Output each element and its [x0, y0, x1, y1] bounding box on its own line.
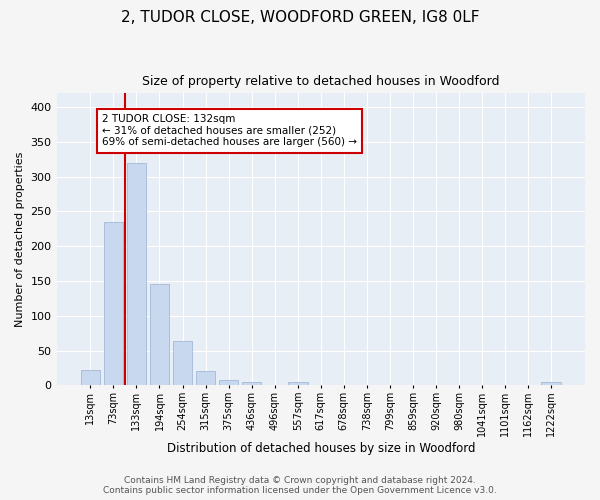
Title: Size of property relative to detached houses in Woodford: Size of property relative to detached ho… — [142, 75, 500, 88]
Bar — [104, 222, 123, 386]
X-axis label: Distribution of detached houses by size in Woodford: Distribution of detached houses by size … — [167, 442, 475, 455]
Bar — [127, 163, 146, 386]
Bar — [288, 382, 308, 386]
Bar — [196, 370, 215, 386]
Bar — [219, 380, 238, 386]
Y-axis label: Number of detached properties: Number of detached properties — [15, 152, 25, 327]
Text: Contains HM Land Registry data © Crown copyright and database right 2024.
Contai: Contains HM Land Registry data © Crown c… — [103, 476, 497, 495]
Bar — [149, 284, 169, 386]
Bar — [173, 341, 193, 386]
Bar — [80, 370, 100, 386]
Bar — [242, 382, 262, 386]
Text: 2 TUDOR CLOSE: 132sqm
← 31% of detached houses are smaller (252)
69% of semi-det: 2 TUDOR CLOSE: 132sqm ← 31% of detached … — [102, 114, 357, 148]
Text: 2, TUDOR CLOSE, WOODFORD GREEN, IG8 0LF: 2, TUDOR CLOSE, WOODFORD GREEN, IG8 0LF — [121, 10, 479, 25]
Bar — [541, 382, 561, 386]
